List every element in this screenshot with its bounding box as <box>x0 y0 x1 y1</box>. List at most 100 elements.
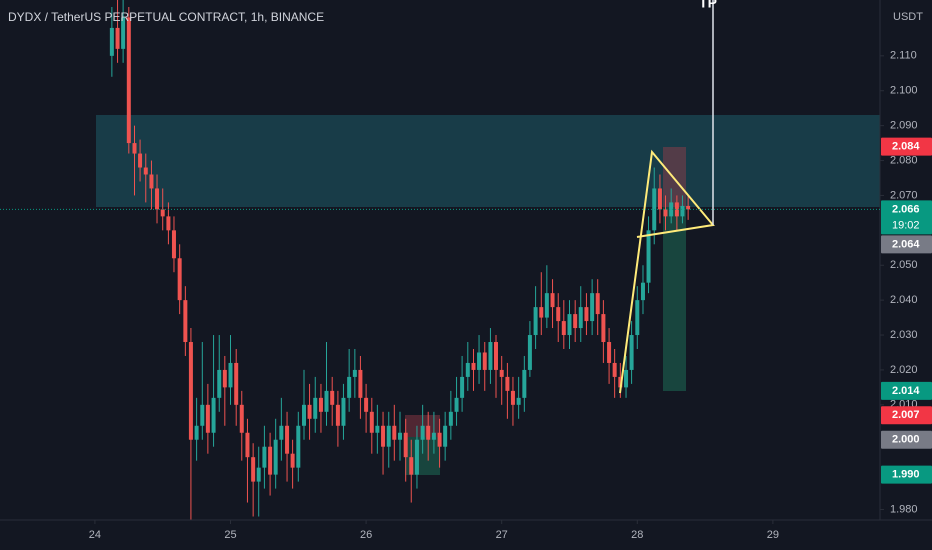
candle-body <box>488 342 493 370</box>
x-tick-label: 29 <box>767 529 779 541</box>
candle-body <box>239 404 244 433</box>
candle-body <box>471 362 476 370</box>
candle-body <box>347 376 352 398</box>
candle-body <box>183 300 188 343</box>
candle-body <box>686 205 691 210</box>
price-tag-label: 2.007 <box>892 409 920 421</box>
candle-body <box>188 342 193 440</box>
candle-body <box>460 376 465 398</box>
candle-body <box>618 376 623 388</box>
price-tag <box>881 406 932 425</box>
candle-body <box>318 397 323 412</box>
x-tick-label: 25 <box>224 529 236 541</box>
price-tag-label: 2.014 <box>892 385 920 397</box>
candle-body <box>386 425 391 447</box>
price-tag <box>881 235 932 254</box>
candle-body <box>640 282 645 301</box>
candle-body <box>573 314 578 329</box>
candle-body <box>601 314 606 343</box>
price-tag-label: 2.000 <box>892 434 920 446</box>
candle-body <box>635 300 640 336</box>
candle-body <box>398 432 402 440</box>
candle-body <box>205 404 210 433</box>
candle-body <box>358 369 363 398</box>
candle-body <box>437 432 442 447</box>
candle-body <box>516 397 521 405</box>
candle-body <box>171 230 176 259</box>
y-tick-label: 2.050 <box>890 259 918 271</box>
candle-body <box>669 202 674 217</box>
candle-body <box>522 369 527 398</box>
x-tick-label: 28 <box>631 529 643 541</box>
price-tag-label: 1.990 <box>892 469 920 481</box>
candle-body <box>251 457 256 482</box>
tp-label: TP <box>699 0 717 11</box>
candle-body <box>448 411 453 426</box>
candle-body <box>409 457 414 475</box>
candle-body <box>217 369 222 398</box>
candle-body <box>262 446 267 468</box>
y-tick-label: 2.080 <box>890 154 918 166</box>
candle-body <box>160 209 165 217</box>
y-tick-label: 2.020 <box>890 364 918 376</box>
candle-body <box>494 342 498 370</box>
candle-body <box>126 17 131 144</box>
candle-body <box>341 397 346 426</box>
price-axis <box>880 0 932 550</box>
candle-body <box>612 362 617 377</box>
candle-body <box>680 205 685 217</box>
chart-title: DYDX / TetherUS PERPETUAL CONTRACT, 1h, … <box>8 10 324 24</box>
price-tag-label: 2.066 <box>892 203 920 215</box>
candle-body <box>296 425 301 468</box>
candle-body <box>646 230 651 283</box>
triangle-pattern <box>619 149 715 394</box>
candle-body <box>624 369 629 388</box>
candle-body <box>465 362 470 377</box>
candle-body <box>499 369 504 377</box>
candle-body <box>674 202 679 217</box>
candle-body <box>539 307 544 318</box>
candle-body <box>302 404 306 426</box>
candle-body <box>290 453 295 468</box>
stop-zone <box>663 147 686 207</box>
candle-body <box>364 397 369 412</box>
overlay: TP <box>619 0 717 394</box>
candle-body <box>324 390 329 412</box>
candle-body <box>313 397 318 419</box>
candle-body <box>505 376 510 391</box>
candle-body <box>228 362 233 388</box>
candle-body <box>550 293 555 308</box>
candles <box>109 0 691 520</box>
candle-body <box>629 335 634 370</box>
candle-body <box>132 143 137 154</box>
candle-body <box>595 293 600 315</box>
candle-body <box>477 352 482 370</box>
candle-body <box>578 307 583 329</box>
candle-body <box>403 432 408 458</box>
candle-body <box>414 439 419 475</box>
candle-body <box>561 321 566 336</box>
price-tag-label: 2.084 <box>892 140 920 152</box>
candle-body <box>268 446 273 475</box>
candle-body <box>115 27 120 49</box>
candle-body <box>556 307 561 322</box>
candle-body <box>155 188 160 210</box>
currency-label: USDT <box>893 11 923 23</box>
candle-body <box>544 293 549 318</box>
candle-body <box>420 425 425 440</box>
candle-body <box>307 404 312 419</box>
candle-body <box>109 27 114 56</box>
candle-body <box>245 432 250 458</box>
x-tick-label: 26 <box>360 529 372 541</box>
candle-body <box>177 258 182 301</box>
candle-body <box>426 425 431 440</box>
candle-body <box>375 425 380 433</box>
candle-body <box>392 425 397 440</box>
candle-body <box>663 209 668 217</box>
candle-body <box>143 167 148 175</box>
candle-body <box>443 425 448 447</box>
y-tick-label: 2.090 <box>890 120 918 132</box>
y-tick-label: 2.110 <box>890 50 917 62</box>
price-tag <box>881 137 932 156</box>
